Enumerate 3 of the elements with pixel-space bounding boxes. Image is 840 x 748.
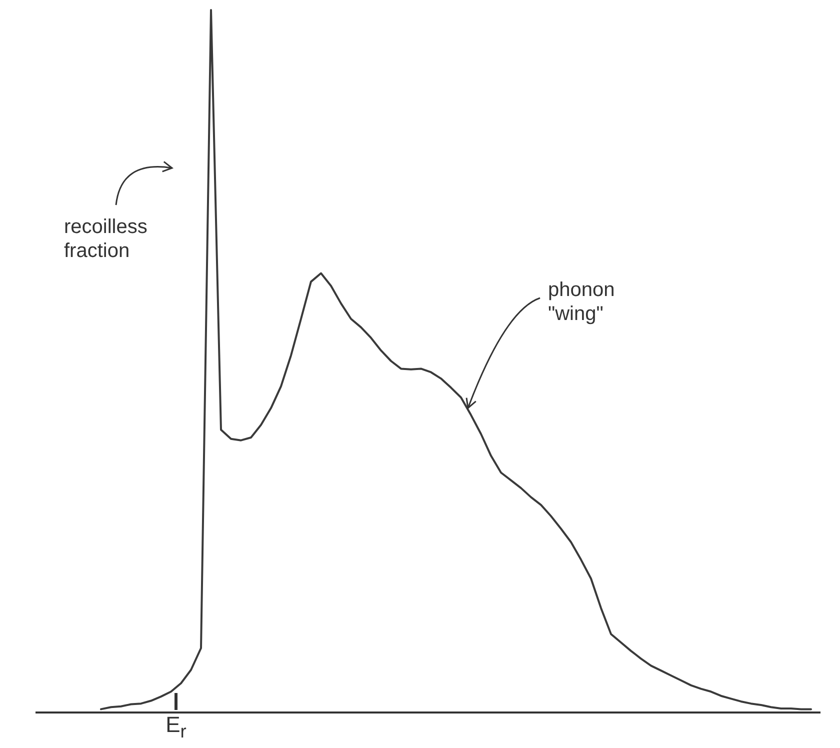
annotation: phonon "wing"	[548, 278, 615, 326]
annotation: recoilless fraction	[64, 215, 148, 263]
annotation: E$_{r}$	[166, 712, 186, 742]
